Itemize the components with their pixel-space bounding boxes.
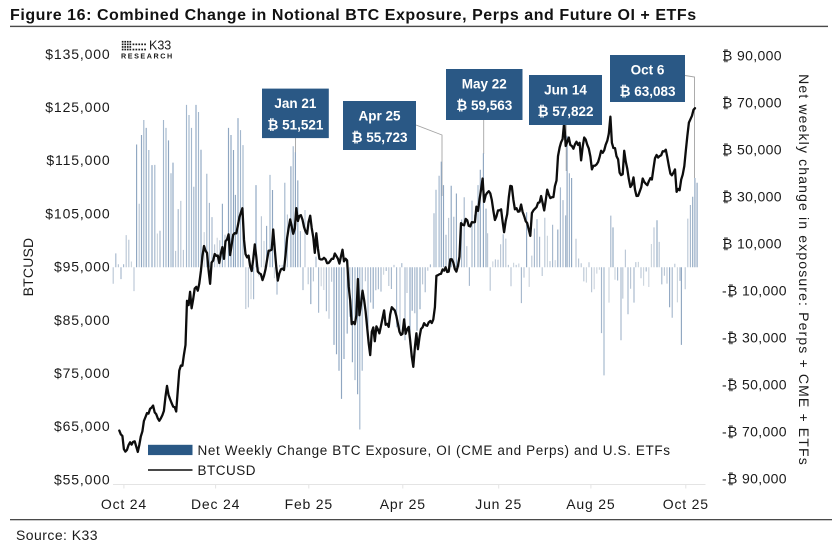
svg-text:$55,000: $55,000 — [54, 471, 111, 487]
svg-text:Oct 25: Oct 25 — [663, 496, 709, 512]
svg-text:₿ 57,822: ₿ 57,822 — [537, 104, 593, 119]
svg-text:Apr 25: Apr 25 — [380, 496, 426, 512]
svg-text:Jun 25: Jun 25 — [475, 496, 522, 512]
svg-text:Jun 14: Jun 14 — [544, 83, 587, 98]
svg-text:-₿ 70,000: -₿ 70,000 — [722, 424, 787, 440]
svg-text:Jan 21: Jan 21 — [274, 96, 317, 111]
svg-text:Dec 24: Dec 24 — [191, 496, 240, 512]
svg-text:$125,000: $125,000 — [45, 99, 110, 115]
svg-text:BTCUSD: BTCUSD — [198, 463, 257, 478]
svg-text:$65,000: $65,000 — [54, 418, 111, 434]
svg-text:₿ 50,000: ₿ 50,000 — [722, 142, 782, 158]
svg-text:-₿ 30,000: -₿ 30,000 — [722, 330, 787, 346]
svg-text:Net weekly change in exposure:: Net weekly change in exposure: Perps + C… — [796, 74, 812, 466]
svg-text:$115,000: $115,000 — [46, 152, 110, 168]
svg-text:₿ 55,723: ₿ 55,723 — [351, 130, 408, 145]
svg-text:$95,000: $95,000 — [54, 259, 111, 275]
svg-text:Aug 25: Aug 25 — [566, 496, 615, 512]
svg-text:Figure 16: Combined Change in: Figure 16: Combined Change in Notional B… — [10, 7, 697, 24]
svg-text:Net Weekly Change BTC Exposure: Net Weekly Change BTC Exposure, OI (CME … — [198, 443, 671, 458]
svg-text:Apr 25: Apr 25 — [358, 109, 401, 124]
svg-text:₿ 30,000: ₿ 30,000 — [722, 189, 782, 205]
svg-text:₿ 70,000: ₿ 70,000 — [722, 95, 782, 111]
svg-text:-₿ 50,000: -₿ 50,000 — [722, 377, 787, 393]
svg-text:BTCUSD: BTCUSD — [20, 238, 36, 297]
svg-text:RESEARCH: RESEARCH — [121, 52, 174, 61]
svg-text:K33: K33 — [149, 39, 171, 53]
svg-text:Oct 24: Oct 24 — [101, 496, 147, 512]
svg-text:Oct 6: Oct 6 — [631, 63, 665, 78]
svg-text:-₿ 90,000: -₿ 90,000 — [722, 471, 787, 487]
svg-text:-₿ 10,000: -₿ 10,000 — [722, 283, 787, 299]
svg-text:$85,000: $85,000 — [54, 312, 111, 328]
svg-text:Source: K33: Source: K33 — [16, 527, 98, 543]
svg-text:₿ 63,083: ₿ 63,083 — [619, 84, 676, 99]
svg-text:$75,000: $75,000 — [54, 365, 111, 381]
svg-text:May 22: May 22 — [462, 77, 507, 92]
svg-text:₿ 90,000: ₿ 90,000 — [722, 48, 782, 64]
svg-text:Feb 25: Feb 25 — [285, 496, 333, 512]
svg-text:$105,000: $105,000 — [45, 205, 110, 221]
svg-text:₿ 59,563: ₿ 59,563 — [456, 98, 513, 113]
svg-text:₿ 51,521: ₿ 51,521 — [267, 118, 324, 133]
svg-text:$135,000: $135,000 — [45, 46, 110, 62]
svg-text:₿ 10,000: ₿ 10,000 — [722, 236, 782, 252]
